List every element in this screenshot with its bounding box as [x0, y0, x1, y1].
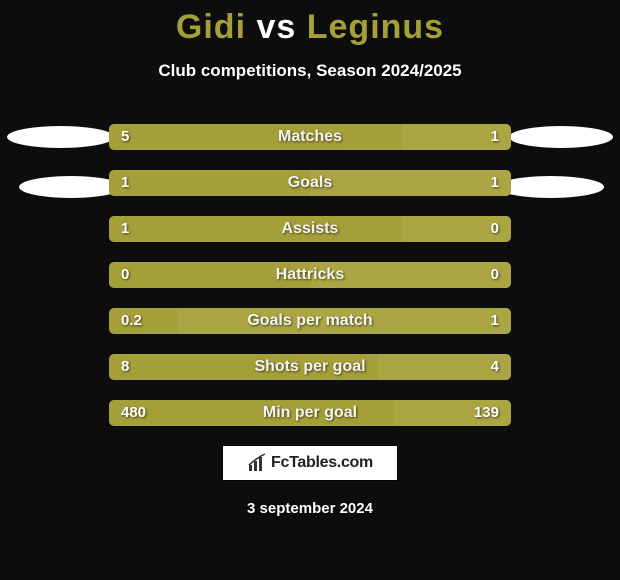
stat-label: Min per goal — [109, 400, 511, 426]
bar-mini-icon — [247, 453, 267, 473]
stat-label: Goals — [109, 170, 511, 196]
stat-row: 11Goals — [109, 170, 511, 196]
stats-list: 51Matches 11Goals 10Assists 00Hattricks 0.21… — [109, 124, 511, 446]
stat-row: 480139Min per goal — [109, 400, 511, 426]
stat-label: Hattricks — [109, 262, 511, 288]
subtitle: Club competitions, Season 2024/2025 — [0, 61, 620, 81]
title: Gidi vs Leginus — [0, 0, 620, 47]
left-ellipse-1 — [7, 126, 114, 148]
comparison-card: Gidi vs Leginus Club competitions, Seaso… — [0, 0, 620, 580]
stat-row: 10Assists — [109, 216, 511, 242]
title-vs: vs — [256, 8, 296, 46]
stat-label: Shots per goal — [109, 354, 511, 380]
stat-row: 51Matches — [109, 124, 511, 150]
date-text: 3 september 2024 — [0, 500, 620, 517]
left-ellipse-2 — [19, 176, 123, 198]
stat-row: 00Hattricks — [109, 262, 511, 288]
right-ellipse-1 — [509, 126, 613, 148]
branding-box: FcTables.com — [222, 445, 398, 481]
stat-row: 84Shots per goal — [109, 354, 511, 380]
title-player1: Gidi — [176, 8, 246, 46]
stat-label: Matches — [109, 124, 511, 150]
title-player2: Leginus — [307, 8, 444, 46]
stat-label: Goals per match — [109, 308, 511, 334]
stat-label: Assists — [109, 216, 511, 242]
branding-text: FcTables.com — [271, 454, 373, 472]
stat-row: 0.21Goals per match — [109, 308, 511, 334]
right-ellipse-2 — [497, 176, 604, 198]
